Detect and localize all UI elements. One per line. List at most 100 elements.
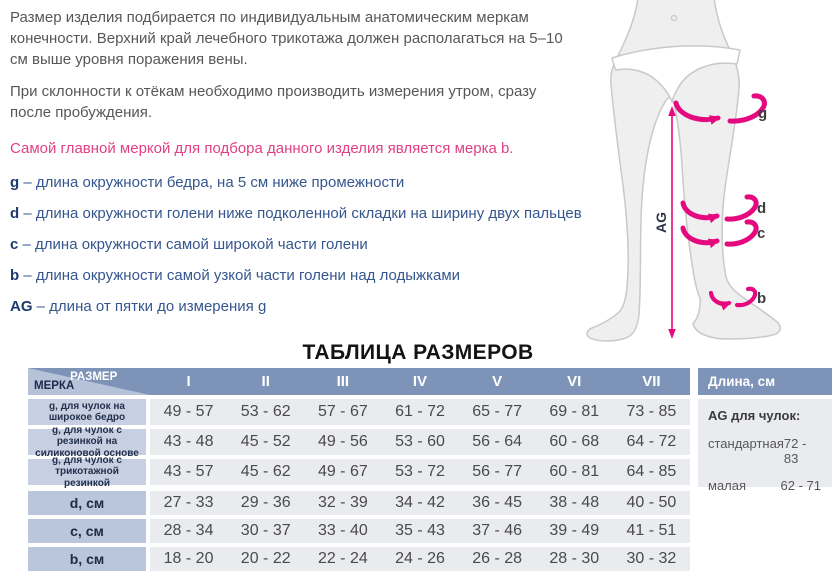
row-values: 43 - 57 45 - 62 49 - 67 53 - 72 56 - 77 … xyxy=(150,459,690,485)
ag-arrow-icon xyxy=(668,106,676,339)
table-cell: 22 - 24 xyxy=(317,550,368,567)
table-cell: 38 - 48 xyxy=(549,494,600,511)
table-cell: 43 - 48 xyxy=(163,433,214,450)
table-cell: 43 - 57 xyxy=(163,463,214,480)
table-cell: 29 - 36 xyxy=(240,494,291,511)
row-label: g, для чулок на широкое бедро xyxy=(28,399,146,425)
table-cell: 37 - 46 xyxy=(472,522,523,539)
table-cell: 64 - 85 xyxy=(626,463,677,480)
measurement-key: g xyxy=(10,174,20,191)
table-cell: 27 - 33 xyxy=(163,494,214,511)
table-cell: 53 - 72 xyxy=(395,463,445,480)
intro-text: Размер изделия подбирается по индивидуал… xyxy=(10,7,635,327)
diagram-label-g: g xyxy=(758,105,767,122)
column-header: VI xyxy=(567,373,582,390)
table-row: b, см 18 - 20 20 - 22 22 - 24 24 - 26 26… xyxy=(28,547,690,571)
measurement-key: c xyxy=(10,236,19,253)
measurement-description: – длина от пятки до измерения g xyxy=(36,298,267,315)
table-cell: 49 - 67 xyxy=(317,463,368,480)
measurement-key: b xyxy=(10,267,20,284)
table-cell: 33 - 40 xyxy=(317,522,368,539)
row-values: 49 - 57 53 - 62 57 - 67 61 - 72 65 - 77 … xyxy=(150,399,690,425)
table-cell: 64 - 72 xyxy=(626,433,677,450)
table-row: g, для чулок с резинкой на силиконовой о… xyxy=(28,425,690,459)
table-cell: 56 - 64 xyxy=(472,433,523,450)
d-measure-arrow-icon xyxy=(680,194,759,224)
paragraph-line: см выше уровня поражения вены. xyxy=(10,51,248,68)
column-header: V xyxy=(492,373,503,390)
table-cell: 53 - 62 xyxy=(240,403,291,420)
table-cell: 24 - 26 xyxy=(395,550,445,567)
length-label: малая xyxy=(708,478,747,493)
table-cell: 53 - 60 xyxy=(395,433,445,450)
diagram-label-ag: AG xyxy=(653,212,669,233)
length-value: 62 - 71 xyxy=(780,478,821,493)
measurement-item-ag: AG – длина от пятки до измерения g xyxy=(10,296,635,317)
table-header-row: РАЗМЕР МЕРКА I II III IV V VI VII xyxy=(28,368,690,395)
table-cell: 26 - 28 xyxy=(472,550,523,567)
table-cell: 36 - 45 xyxy=(472,494,523,511)
table-row: c, см 28 - 34 30 - 37 33 - 40 35 - 43 37… xyxy=(28,519,690,543)
row-label: g, для чулок с трикотажной резинкой xyxy=(28,455,146,489)
corner-measure-label: МЕРКА xyxy=(34,380,75,392)
table-cell: 28 - 30 xyxy=(549,550,600,567)
measurement-key: d xyxy=(10,205,20,222)
table-cell: 69 - 81 xyxy=(549,403,600,420)
table-row: g, для чулок с трикотажной резинкой 43 -… xyxy=(28,455,690,489)
row-values: 18 - 20 20 - 22 22 - 24 24 - 26 26 - 28 … xyxy=(150,547,690,571)
table-cell: 57 - 67 xyxy=(317,403,368,420)
length-panel-header: Длина, см xyxy=(698,368,832,395)
paragraph-morning: При склонности к отёкам необходимо произ… xyxy=(10,81,635,123)
column-header: I xyxy=(186,373,191,390)
table-cell: 60 - 68 xyxy=(549,433,600,450)
paragraph-line: конечности. Верхний край лечебного трико… xyxy=(10,30,563,47)
size-table-title: ТАБЛИЦА РАЗМЕРОВ xyxy=(302,341,534,364)
length-panel: Длина, см AG для чулок: стандартная 72 -… xyxy=(698,368,832,493)
body-silhouette-icon xyxy=(586,0,781,342)
table-cell: 30 - 37 xyxy=(240,522,291,539)
measurement-item-d: d – длина окружности голени ниже подколе… xyxy=(10,203,635,224)
table-cell: 73 - 85 xyxy=(626,403,677,420)
row-label: c, см xyxy=(28,519,146,543)
row-label: g, для чулок с резинкой на силиконовой о… xyxy=(28,425,146,459)
measurement-item-b: b – длина окружности самой узкой части г… xyxy=(10,265,635,286)
measurement-item-c: c – длина окружности самой широкой части… xyxy=(10,234,635,255)
table-cell: 45 - 62 xyxy=(240,463,291,480)
diagram-label-c: c xyxy=(757,225,765,242)
paragraph-line: после пробуждения. xyxy=(10,104,153,121)
table-cell: 56 - 77 xyxy=(472,463,523,480)
underwear-icon xyxy=(611,45,741,103)
measurement-description: – длина окружности самой узкой части гол… xyxy=(23,267,461,284)
length-row-small: малая 62 - 71 xyxy=(708,478,821,493)
table-cell: 32 - 39 xyxy=(317,494,368,511)
table-cell: 40 - 50 xyxy=(626,494,677,511)
length-row-standard: стандартная 72 - 83 xyxy=(708,436,821,466)
legs-diagram: g d c b AG xyxy=(586,0,781,342)
table-cell: 18 - 20 xyxy=(163,550,214,567)
table-cell: 41 - 51 xyxy=(626,522,677,539)
navel-icon xyxy=(670,14,678,22)
table-corner-cell: РАЗМЕР МЕРКА xyxy=(28,368,150,395)
table-cell: 28 - 34 xyxy=(163,522,214,539)
row-values: 43 - 48 45 - 52 49 - 56 53 - 60 56 - 64 … xyxy=(150,429,690,455)
table-cell: 45 - 52 xyxy=(240,433,291,450)
measurement-description: – длина окружности самой широкой части г… xyxy=(22,236,368,253)
row-label: b, см xyxy=(28,547,146,571)
table-cell: 39 - 49 xyxy=(549,522,600,539)
length-label: стандартная xyxy=(708,436,784,451)
table-cell: 49 - 56 xyxy=(317,433,368,450)
column-header: IV xyxy=(412,373,428,390)
highlight-note: Самой главной меркой для подбора данного… xyxy=(10,140,514,157)
measurement-description: – длина окружности голени ниже подколенн… xyxy=(23,205,582,222)
corner-size-label: РАЗМЕР xyxy=(70,371,118,383)
length-panel-body: AG для чулок: стандартная 72 - 83 малая … xyxy=(698,399,832,493)
length-value: 72 - 83 xyxy=(783,436,807,466)
table-cell: 61 - 72 xyxy=(395,403,445,420)
diagram-label-d: d xyxy=(757,200,766,217)
table-cell: 49 - 57 xyxy=(163,403,214,420)
table-cell: 35 - 43 xyxy=(395,522,445,539)
table-cell: 34 - 42 xyxy=(395,494,445,511)
g-measure-arrow-icon xyxy=(673,93,767,125)
table-cell: 65 - 77 xyxy=(472,403,523,420)
table-row: g, для чулок на широкое бедро 49 - 57 53… xyxy=(28,399,690,425)
